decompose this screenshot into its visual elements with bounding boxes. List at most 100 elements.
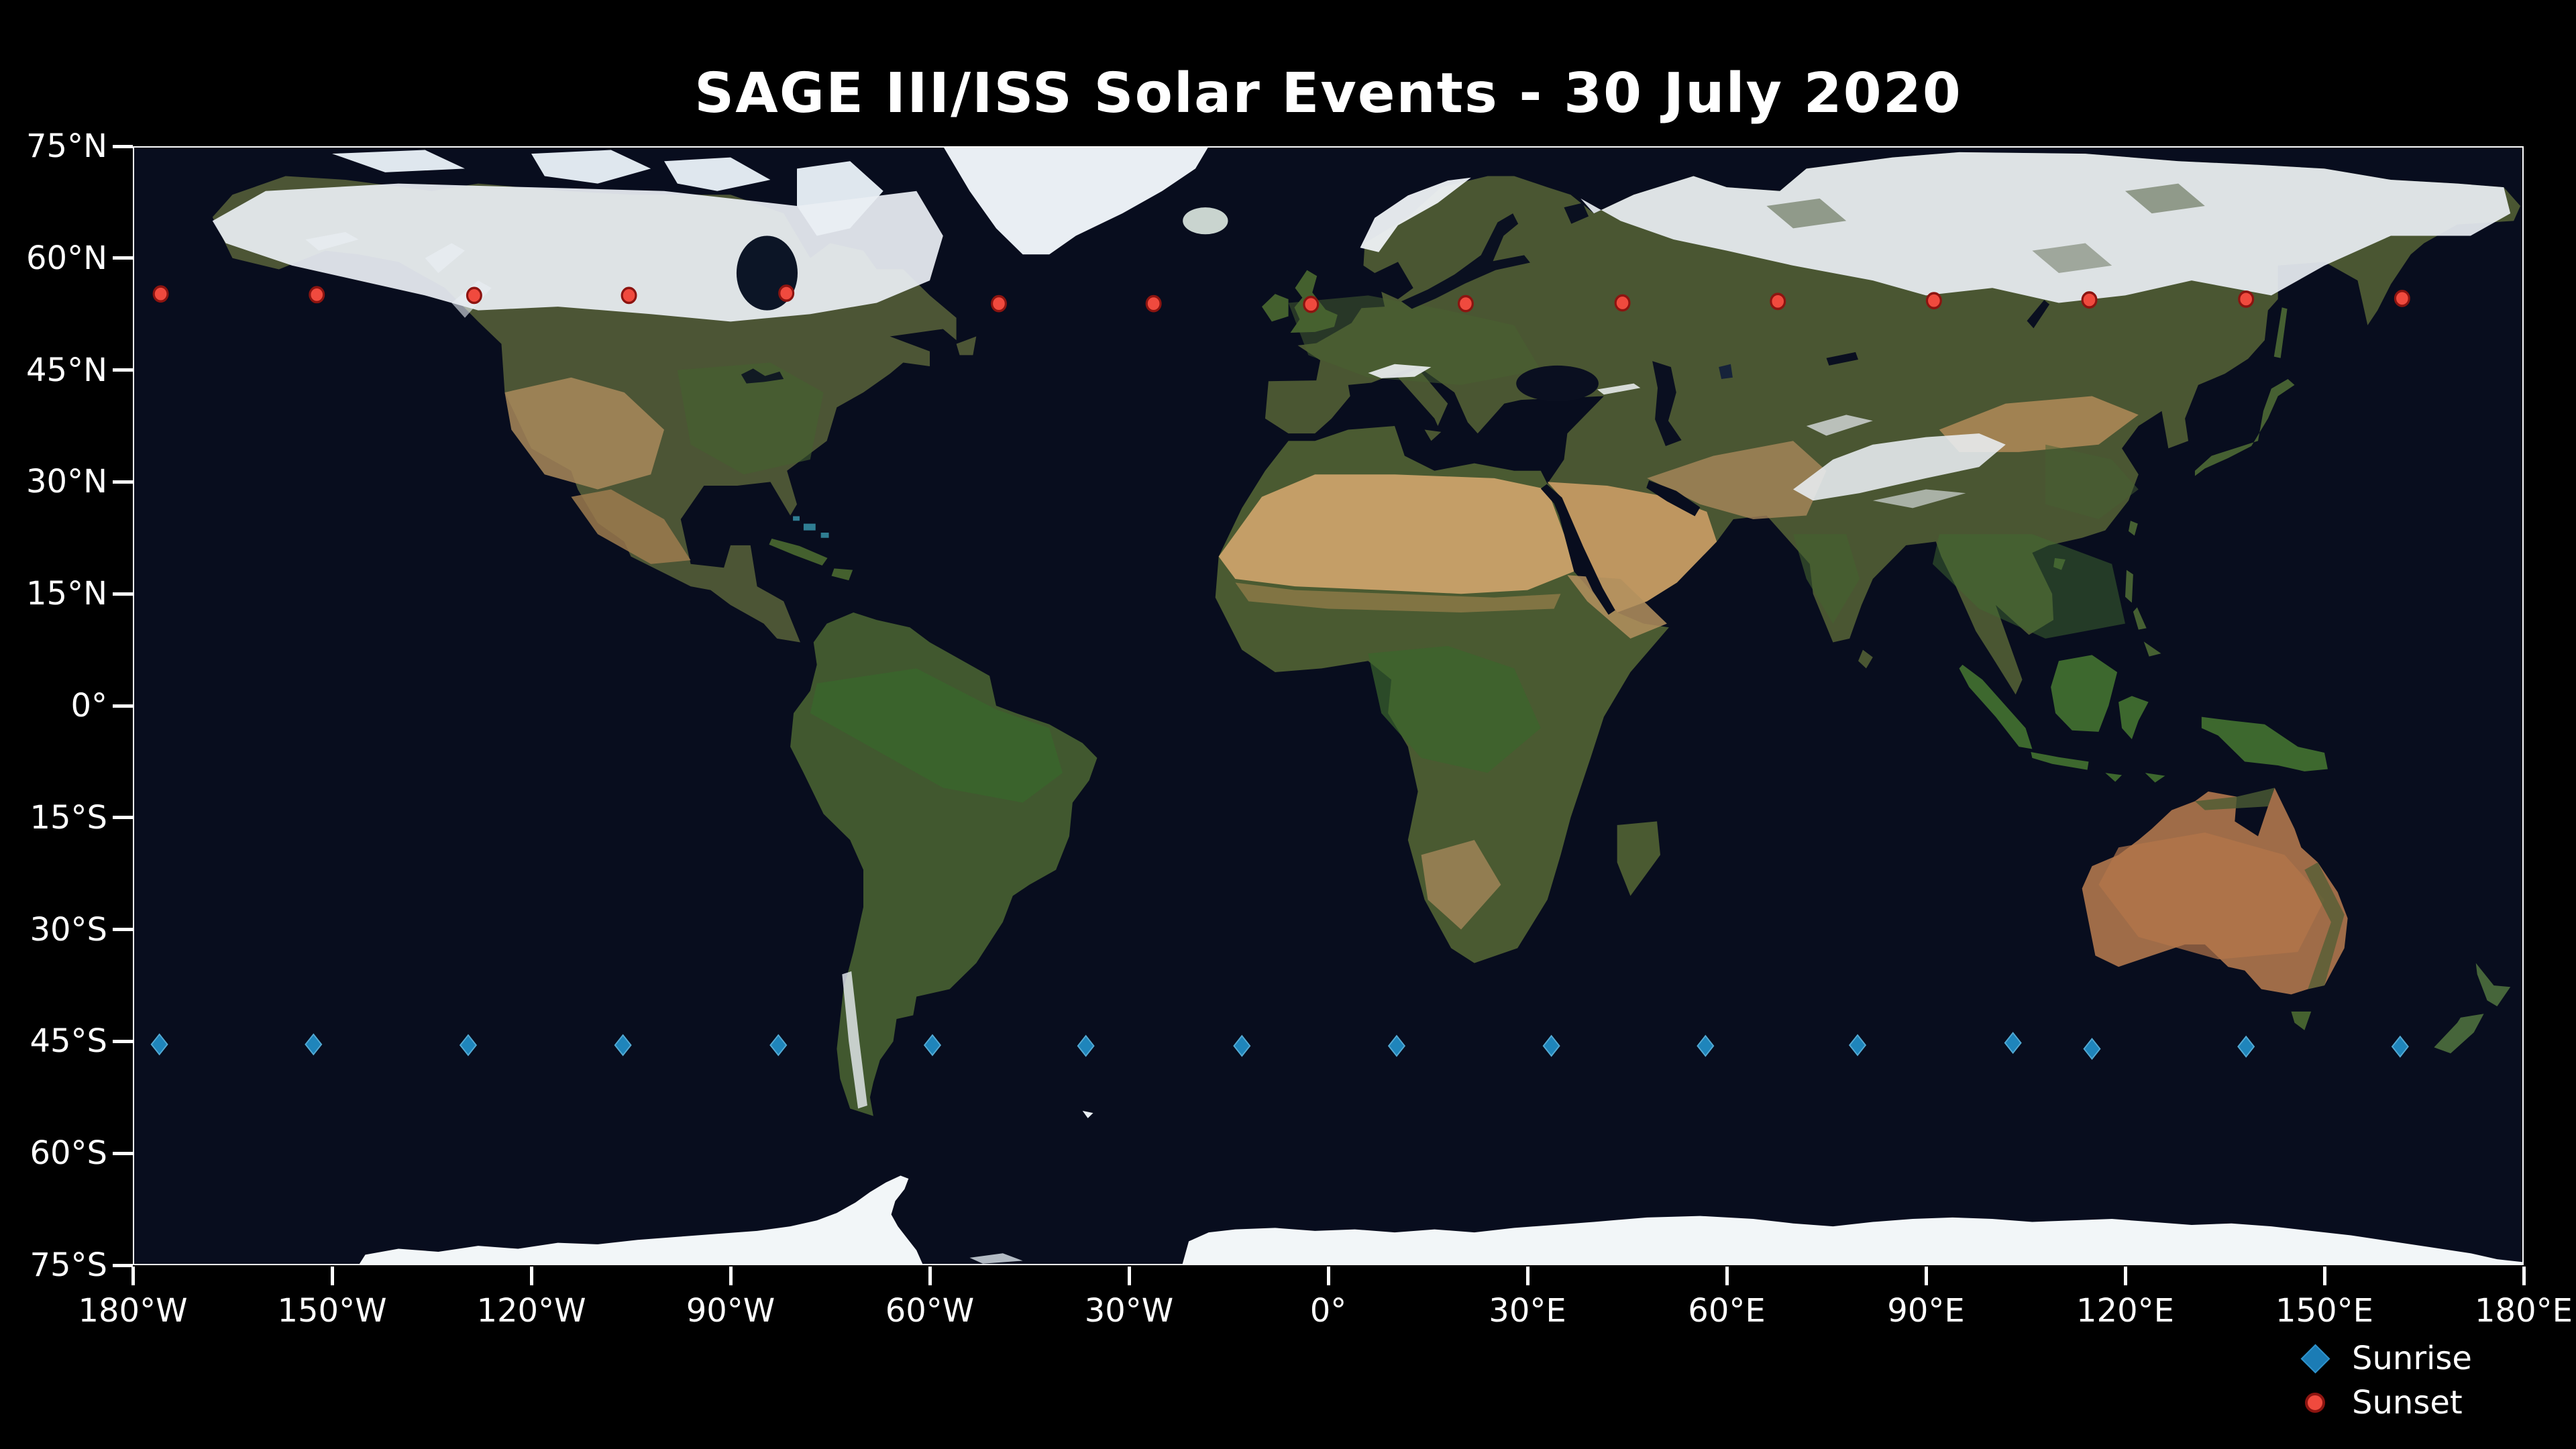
sunset-marker [2394, 289, 2410, 307]
lon-tick [1326, 1267, 1330, 1285]
white-sea [1564, 203, 1589, 224]
sunrise-marker [2237, 1035, 2255, 1058]
lon-tick-label: 60°W [885, 1292, 975, 1330]
black-sea [1516, 365, 1599, 402]
lon-tick [131, 1267, 135, 1285]
lat-tick [113, 144, 133, 148]
legend-item-sunset: Sunset [2278, 1381, 2567, 1425]
legend-label-sunrise: Sunrise [2352, 1340, 2472, 1377]
sunrise-marker [614, 1034, 632, 1057]
sunset-marker [309, 286, 325, 304]
lat-tick-label: 60°N [26, 239, 107, 277]
lon-tick [1127, 1267, 1131, 1285]
great-lakes [741, 368, 784, 384]
baltic-sea [1401, 213, 1530, 309]
sunset-marker [621, 286, 637, 305]
sunset-marker [152, 285, 169, 303]
sunrise-marker [2083, 1038, 2101, 1061]
lon-tick-label: 0° [1309, 1292, 1347, 1330]
sunset-marker [1145, 294, 1162, 313]
lat-tick [113, 256, 133, 260]
lon-tick-label: 120°W [476, 1292, 586, 1330]
world-map [133, 146, 2524, 1265]
lon-tick-label: 120°E [2076, 1292, 2174, 1330]
legend-item-sunrise: Sunrise [2278, 1336, 2567, 1381]
sunset-marker [1614, 294, 1631, 312]
lon-tick [330, 1267, 334, 1285]
lon-tick [2522, 1267, 2526, 1285]
sunrise-marker [2004, 1032, 2022, 1055]
lat-tick-label: 15°S [30, 798, 107, 837]
lake-balkhash [1826, 352, 1859, 366]
lat-tick-label: 15°N [26, 575, 107, 613]
snow-overlays [212, 152, 2511, 1109]
sunrise-marker [923, 1034, 942, 1057]
sunrise-marker [1387, 1034, 1406, 1057]
lat-tick [113, 480, 133, 484]
lon-tick-label: 180°E [2475, 1292, 2573, 1330]
lon-tick-label: 30°W [1084, 1292, 1174, 1330]
lon-tick-label: 30°E [1489, 1292, 1566, 1330]
red-sea [1540, 484, 1615, 615]
sunrise-marker [769, 1034, 788, 1057]
lon-tick [729, 1267, 733, 1285]
map-plot-area [133, 146, 2524, 1265]
lon-tick [1924, 1267, 1928, 1285]
sunset-marker [1925, 292, 1942, 310]
sunset-marker [1457, 294, 1474, 313]
lat-tick-label: 75°N [26, 127, 107, 165]
lat-tick [113, 928, 133, 932]
sunrise-marker [1542, 1034, 1560, 1057]
sunset-marker [990, 294, 1007, 313]
lon-tick-label: 90°W [686, 1292, 775, 1330]
sunrise-marker [459, 1034, 478, 1057]
sunrise-marker [1697, 1034, 1715, 1057]
lat-tick-label: 45°N [26, 351, 107, 389]
lon-tick [2322, 1267, 2326, 1285]
lat-tick [113, 1263, 133, 1267]
sunrise-marker [1848, 1034, 1867, 1057]
lon-tick-label: 90°E [1887, 1292, 1965, 1330]
sunrise-marker [1233, 1034, 1251, 1057]
lon-tick [928, 1267, 932, 1285]
legend: Sunrise Sunset [2278, 1336, 2567, 1425]
chart-title: SAGE III/ISS Solar Events - 30 July 2020 [694, 62, 1962, 125]
persian-gulf [1646, 480, 1701, 517]
lon-tick-label: 180°W [78, 1292, 188, 1330]
lat-tick [113, 1039, 133, 1043]
lat-tick-label: 30°N [26, 463, 107, 501]
terrain-overlays [504, 295, 2345, 989]
lon-tick [529, 1267, 533, 1285]
sunset-marker [1303, 295, 1320, 313]
legend-label-sunset: Sunset [2352, 1384, 2463, 1421]
sunrise-diamond-icon [2300, 1344, 2330, 1373]
lat-tick-label: 30°S [30, 910, 107, 949]
lon-tick-label: 60°E [1688, 1292, 1766, 1330]
inland-seas [736, 203, 2050, 615]
sunset-circle-icon [2305, 1393, 2325, 1413]
lon-tick [1725, 1267, 1729, 1285]
lon-tick [1525, 1267, 1529, 1285]
south-georgia-island [1082, 1110, 1093, 1118]
event-markers [150, 284, 2410, 1061]
lat-tick-label: 45°S [30, 1022, 107, 1061]
caspian-sea [1652, 361, 1682, 447]
antarctica [358, 1110, 2524, 1265]
lat-tick [113, 592, 133, 596]
lon-tick-label: 150°E [2275, 1292, 2373, 1330]
lat-tick [113, 704, 133, 708]
sunrise-marker [305, 1033, 323, 1056]
sunset-marker [2081, 291, 2098, 309]
sunset-marker [1770, 292, 1786, 311]
lon-tick-label: 150°W [277, 1292, 387, 1330]
sunrise-marker [1077, 1034, 1095, 1057]
sunset-marker [2238, 290, 2255, 308]
lake-baikal [2027, 300, 2050, 329]
lat-tick [113, 368, 133, 372]
lat-tick-label: 0° [70, 687, 107, 724]
lon-tick [2123, 1267, 2127, 1285]
lat-tick [113, 1151, 133, 1155]
sunrise-marker [150, 1033, 168, 1056]
lat-tick [113, 816, 133, 820]
